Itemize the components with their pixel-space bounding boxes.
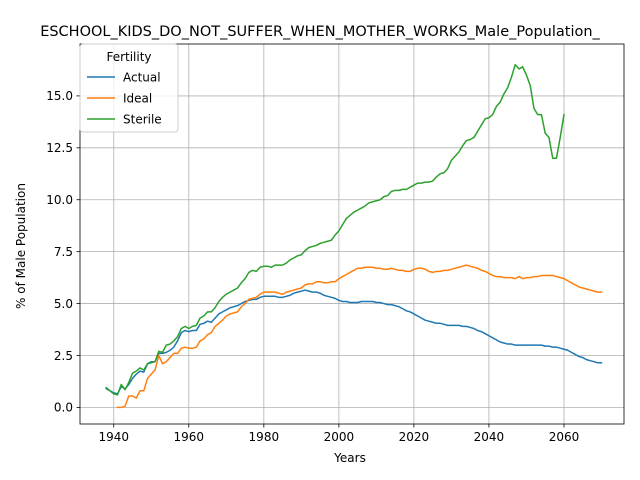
y-tick-label: 15.0 xyxy=(46,89,73,103)
x-tick-label: 2060 xyxy=(549,430,580,444)
x-tick-label: 2000 xyxy=(324,430,355,444)
legend-title: Fertility xyxy=(106,50,151,64)
legend-label-sterile: Sterile xyxy=(123,112,162,126)
x-tick-label: 2040 xyxy=(474,430,505,444)
y-tick-label: 5.0 xyxy=(54,297,73,311)
x-tick-label: 1960 xyxy=(174,430,205,444)
y-tick-label: 10.0 xyxy=(46,193,73,207)
x-tick-label: 1980 xyxy=(249,430,280,444)
x-axis-label: Years xyxy=(333,451,366,465)
y-tick-label: 0.0 xyxy=(54,401,73,415)
x-tick-label: 2020 xyxy=(399,430,430,444)
legend-label-actual: Actual xyxy=(123,70,161,84)
chart-title: ESCHOOL_KIDS_DO_NOT_SUFFER_WHEN_MOTHER_W… xyxy=(40,24,600,40)
legend: Fertility Actual Ideal Sterile xyxy=(80,44,178,132)
x-tick-label: 1940 xyxy=(98,430,129,444)
legend-label-ideal: Ideal xyxy=(123,91,152,105)
y-tick-label: 7.5 xyxy=(54,245,73,259)
y-axis-label: % of Male Population xyxy=(14,183,28,309)
y-tick-label: 2.5 xyxy=(54,349,73,363)
y-tick-label: 12.5 xyxy=(46,141,73,155)
